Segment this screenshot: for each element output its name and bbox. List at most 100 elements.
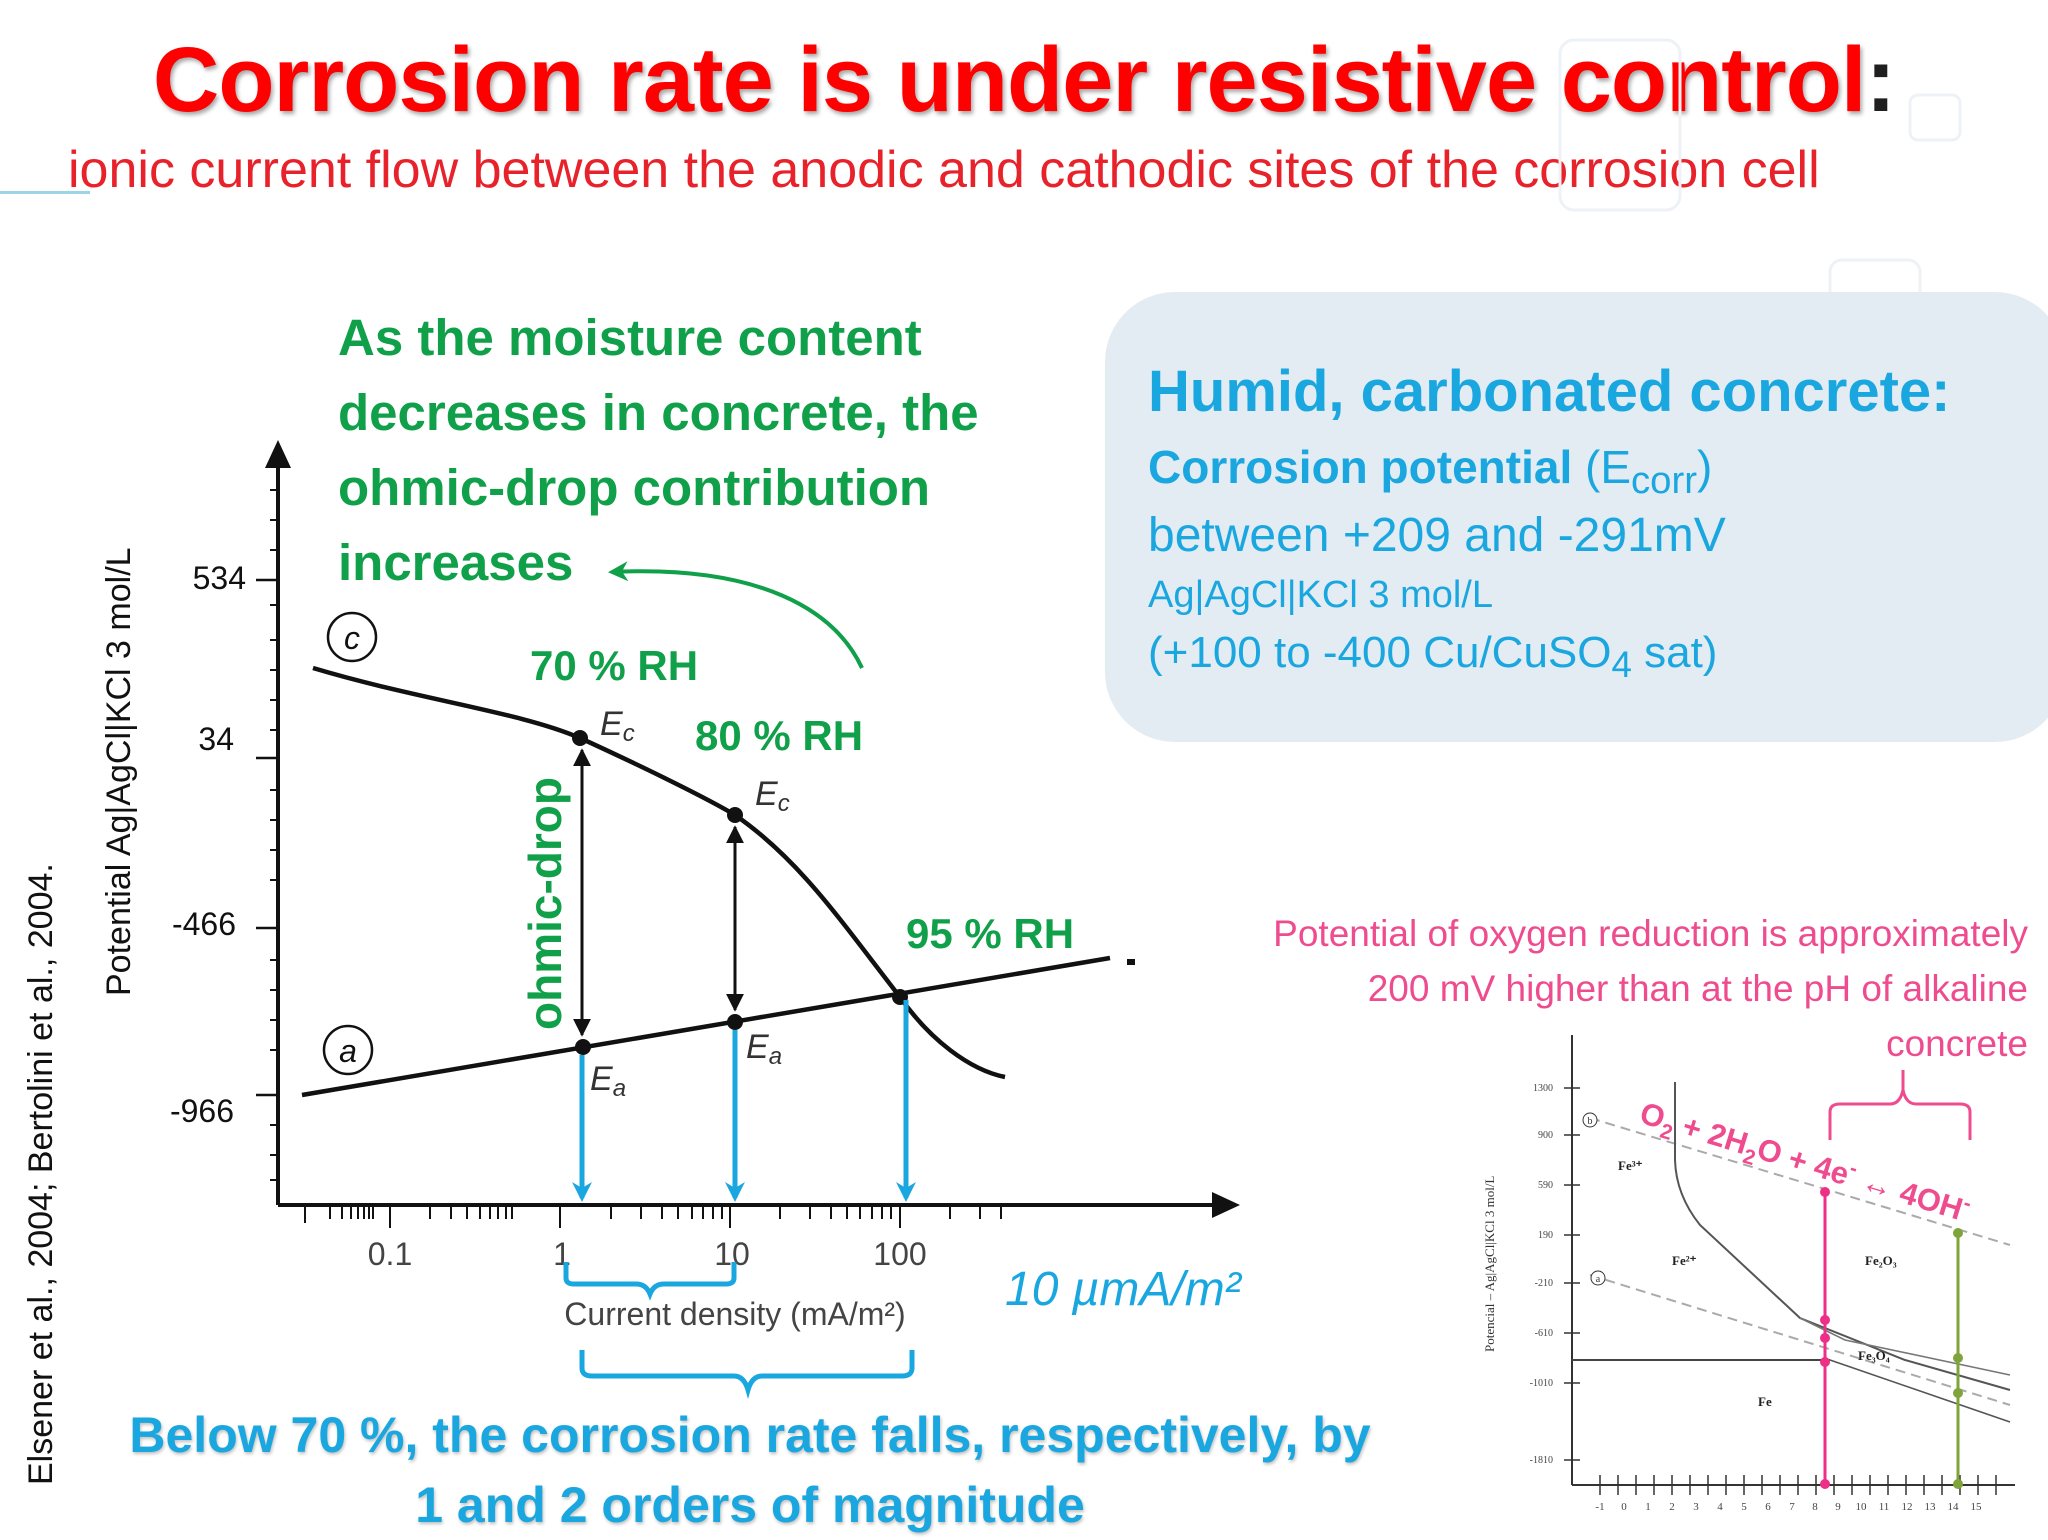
y-major-ticks	[256, 578, 278, 1097]
moisture-note: As the moisture content decreases in con…	[338, 309, 979, 591]
y-axis-arrow	[265, 440, 291, 468]
svg-text:b: b	[1588, 1116, 1593, 1127]
brace-1-decade	[563, 1262, 737, 1301]
svg-text:12: 12	[1902, 1501, 1913, 1513]
svg-text:15: 15	[1971, 1501, 1983, 1513]
svg-text:6: 6	[1765, 1501, 1771, 1513]
cathodic-curve-c	[312, 665, 1006, 1080]
fe2o3-fe3o4-boundary	[1799, 1317, 2011, 1376]
pourbaix-x-ticks	[1599, 1475, 1997, 1495]
svg-text:2: 2	[1669, 1501, 1675, 1513]
x-tick-100: 100	[873, 1236, 926, 1272]
y-tick-34: 34	[198, 721, 234, 757]
y-tick-labels: 534 34 -466 -966	[170, 560, 246, 1129]
anodic-line-a	[301, 955, 1111, 1098]
ec-label-70: Ec	[600, 705, 635, 747]
curve-a-letter: a	[339, 1033, 357, 1069]
rh-label-80: 80 % RH	[695, 712, 863, 759]
pourbaix-y-axis-label: Potencial – Ag|AgCl|KCl 3 mol/L	[1482, 1176, 1497, 1352]
svg-text:190: 190	[1538, 1230, 1553, 1241]
ph8-points	[1820, 1187, 1830, 1489]
svg-text:4: 4	[1717, 1501, 1723, 1513]
ec-label-80: Ec	[755, 775, 790, 817]
citation: Elsener et al., 2004; Bertolini et al., …	[22, 863, 60, 1485]
x-tick-0.1: 0.1	[368, 1236, 412, 1272]
svg-text:5: 5	[1741, 1501, 1747, 1513]
oxygen-reduction-note: Potential of oxygen reduction is approxi…	[1273, 913, 2028, 1064]
x-tick-labels: 0.1 1 10 100	[368, 1236, 927, 1272]
svg-text:Fe₃O₄: Fe₃O₄	[1858, 1348, 1890, 1363]
svg-text:1: 1	[1645, 1501, 1651, 1513]
svg-text:10: 10	[1856, 1501, 1868, 1513]
electrode-ref: Ag|AgCl|KCl 3 mol/L	[1148, 574, 1493, 616]
svg-text:-610: -610	[1535, 1328, 1553, 1339]
ecorr-close: )	[1697, 441, 1713, 493]
y-minor-ticks	[270, 489, 278, 1181]
oxygen-reduction-reaction: O2 + 2H2O + 4e- ↔ 4OH-	[1634, 1093, 1974, 1234]
svg-text:1300: 1300	[1533, 1083, 1553, 1094]
brace-2-decades	[579, 1350, 915, 1400]
pourbaix-species: Fe³⁺ Fe²⁺ Fe₂O₃ Fe₃O₄ Fe	[1618, 1158, 1897, 1409]
svg-text:14: 14	[1948, 1501, 1960, 1513]
x-axis-arrow	[1212, 1192, 1240, 1218]
info-box	[1105, 292, 2048, 742]
svg-text:Fe: Fe	[1758, 1394, 1772, 1409]
ph13-points	[1953, 1228, 1963, 1489]
e-labels: Ec Ec Ea Ea	[590, 705, 790, 1102]
svg-text:-1010: -1010	[1530, 1378, 1553, 1389]
svg-text:a: a	[1596, 1274, 1601, 1285]
fe3-fe2-boundary	[1674, 1082, 2011, 1391]
svg-text:13: 13	[1925, 1501, 1937, 1513]
svg-text:Fe₂O₃: Fe₂O₃	[1865, 1253, 1897, 1268]
ecorr-open: (E	[1585, 441, 1632, 493]
cu-sub: 4	[1611, 643, 1632, 685]
cu-prefix: (+100 to -400 Cu/CuSO	[1148, 628, 1612, 677]
potential-range: between +209 and -291mV	[1148, 509, 1726, 562]
pourbaix-chart: 1300 900 590 190 -210 -610 -1010 -1810 P…	[1482, 1035, 2015, 1513]
svg-text:0: 0	[1621, 1501, 1627, 1513]
cu-suffix: sat)	[1631, 628, 1718, 677]
x-log-ticks	[304, 1205, 1002, 1228]
pourbaix-y-ticks	[1564, 1087, 1580, 1461]
rh-label-95: 95 % RH	[906, 910, 1074, 957]
slide-subtitle: ionic current flow between the anodic an…	[68, 141, 1820, 199]
svg-text:8: 8	[1812, 1501, 1818, 1513]
cu-reference: (+100 to -400 Cu/CuSO4 sat)	[1148, 628, 1717, 686]
moisture-arrow	[608, 561, 864, 669]
y-tick-534: 534	[193, 560, 246, 596]
ea-label-70: Ea	[590, 1060, 626, 1102]
decorative-line	[0, 191, 90, 194]
svg-text:900: 900	[1538, 1130, 1553, 1141]
svg-text:3: 3	[1693, 1501, 1699, 1513]
curve-points	[572, 730, 908, 1055]
info-heading: Humid, carbonated concrete:	[1148, 359, 1951, 424]
svg-text:9: 9	[1835, 1501, 1841, 1513]
curve-c-circle	[326, 611, 378, 663]
y-tick-466: -466	[172, 906, 236, 942]
corrosion-potential-label: Corrosion potential	[1148, 441, 1573, 493]
ohmic-drop-label: ohmic-drop	[519, 777, 571, 1030]
y-tick-966: -966	[170, 1093, 234, 1129]
curve-c-letter: c	[344, 620, 360, 656]
water-line-a	[1589, 1274, 2011, 1406]
svg-text:Fe³⁺: Fe³⁺	[1618, 1158, 1643, 1173]
ecorr-sub: corr	[1631, 459, 1698, 503]
corrosion-potential-line: Corrosion potential (Ecorr)	[1148, 440, 1712, 503]
svg-text:-210: -210	[1535, 1278, 1553, 1289]
slide-title: Corrosion rate is under resistive contro…	[0, 28, 2048, 133]
pink-brace	[1828, 1070, 1972, 1140]
curve-a-circle	[322, 1024, 374, 1076]
svg-text:590: 590	[1538, 1180, 1553, 1191]
pourbaix-x-tick-labels: -1 0 1 2 3 4 5 6 7 8 9 10 11 12 13 14 15	[1595, 1501, 1982, 1513]
pourbaix-y-tick-labels: 1300 900 590 190 -210 -610 -1010 -1810	[1530, 1083, 1553, 1466]
blue-down-arrows	[572, 1000, 916, 1202]
fe3o4-fe-boundary	[1829, 1359, 2011, 1423]
svg-text:Fe²⁺: Fe²⁺	[1672, 1253, 1697, 1268]
water-line-b	[1589, 1117, 2011, 1246]
unit-label: 10 µmA/m²	[1005, 1263, 1241, 1316]
ea-label-80: Ea	[746, 1028, 782, 1070]
rh-label-70: 70 % RH	[530, 642, 698, 689]
corrosion-rate-note: Below 70 %, the corrosion rate falls, re…	[129, 1407, 1371, 1533]
svg-text:-1: -1	[1595, 1501, 1604, 1513]
